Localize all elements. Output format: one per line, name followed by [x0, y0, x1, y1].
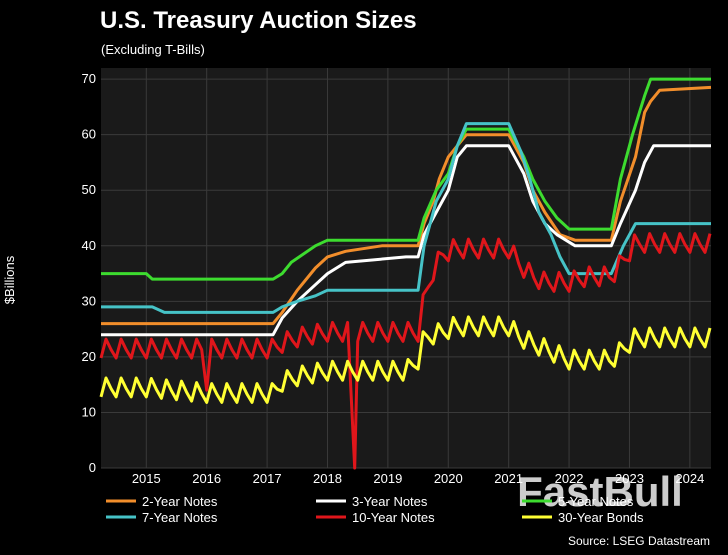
y-tick-label: 40 [82, 238, 96, 253]
chart-subtitle: (Excluding T-Bills) [101, 42, 205, 57]
x-tick-label: 2020 [434, 471, 463, 486]
y-tick-label: 50 [82, 182, 96, 197]
watermark: FastBull [517, 468, 683, 515]
legend-label: 5-Year Notes [558, 494, 634, 509]
series-line-30-year-bonds [99, 315, 712, 404]
legend: 2-Year Notes 3-Year Notes 5-Year Notes 7-Ye… [106, 494, 644, 525]
y-axis: 0 10 20 30 40 50 60 70 [82, 71, 96, 475]
series-group [99, 77, 712, 470]
series-line-10-year-notes [99, 232, 712, 470]
x-tick-label: 2015 [132, 471, 161, 486]
x-tick-label: 2016 [192, 471, 221, 486]
chart-title: U.S. Treasury Auction Sizes [100, 7, 417, 34]
legend-label: 2-Year Notes [142, 494, 218, 509]
y-tick-label: 70 [82, 71, 96, 86]
x-tick-label: 2024 [675, 471, 704, 486]
x-tick-label: 2019 [373, 471, 402, 486]
y-tick-label: 30 [82, 293, 96, 308]
x-axis: 2015 2016 2017 2018 2019 2020 2021 2022 2023 2024 [132, 471, 704, 486]
source-note: Source: LSEG Datastream [568, 534, 710, 548]
x-tick-label: 2023 [615, 471, 644, 486]
x-tick-label: 2021 [494, 471, 523, 486]
legend-label: 3-Year Notes [352, 494, 428, 509]
y-tick-label: 10 [82, 404, 96, 419]
x-tick-label: 2017 [253, 471, 282, 486]
y-tick-label: 20 [82, 349, 96, 364]
y-tick-label: 0 [89, 460, 96, 475]
x-tick-label: 2022 [555, 471, 584, 486]
legend-label: 10-Year Notes [352, 510, 435, 525]
legend-label: 30-Year Bonds [558, 510, 644, 525]
plot-area [101, 68, 711, 468]
y-axis-label: $Billions [2, 255, 17, 304]
series-line-3-year-notes [101, 144, 711, 337]
y-tick-label: 60 [82, 127, 96, 142]
series-line-7-year-notes [101, 122, 711, 314]
x-tick-label: 2018 [313, 471, 342, 486]
legend-label: 7-Year Notes [142, 510, 218, 525]
